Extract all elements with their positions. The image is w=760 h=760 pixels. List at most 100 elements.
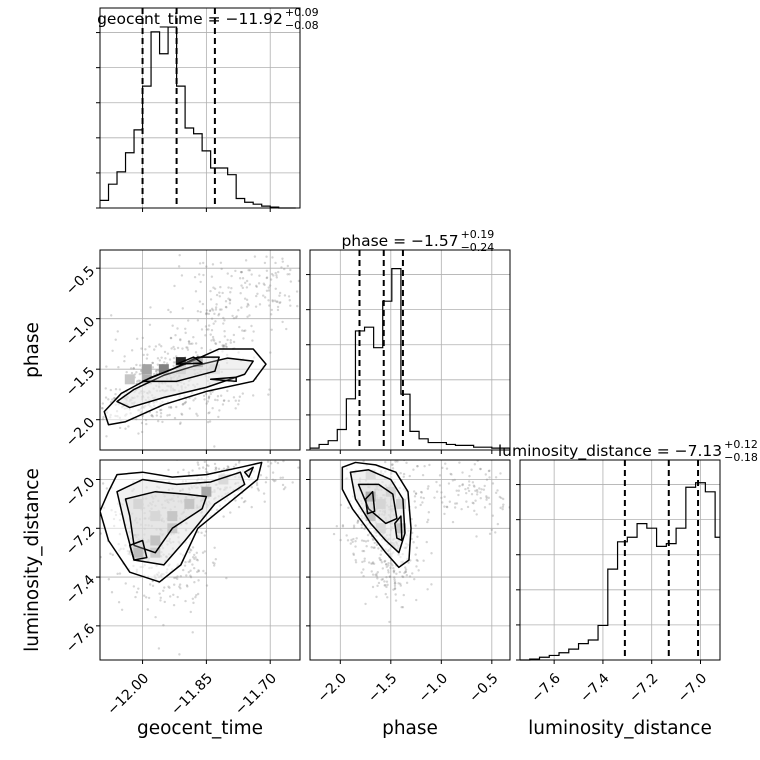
sample-point (196, 461, 199, 464)
sample-point (250, 273, 253, 276)
sample-point (377, 547, 380, 550)
sample-point (228, 302, 232, 305)
sample-point (201, 302, 205, 306)
sample-point (370, 570, 373, 573)
sample-point (383, 436, 385, 438)
sample-point (385, 580, 389, 583)
sample-point (162, 589, 165, 592)
sample-point (209, 333, 212, 336)
sample-point (485, 495, 488, 498)
sample-point (262, 282, 266, 285)
sample-point (267, 299, 270, 302)
sample-point (238, 325, 241, 329)
sample-point (266, 460, 270, 463)
sample-point (192, 399, 195, 402)
sample-point (487, 469, 491, 473)
sample-point (258, 303, 262, 306)
sample-point (404, 570, 407, 573)
sample-point (185, 574, 188, 577)
sample-point (156, 357, 160, 360)
sample-point (357, 519, 360, 522)
sample-point (195, 412, 198, 416)
sample-point (346, 539, 350, 542)
sample-point (394, 460, 397, 463)
sample-point (405, 574, 409, 577)
x-tick-label: −11.70 (232, 670, 280, 718)
sample-point (200, 346, 203, 350)
sample-point (263, 500, 266, 503)
sample-point (424, 454, 426, 456)
sample-point (163, 350, 167, 354)
sample-point (222, 346, 225, 349)
sample-point (179, 338, 182, 342)
sample-point (194, 290, 198, 293)
sample-point (403, 571, 406, 575)
sample-point (107, 398, 110, 401)
sample-point (175, 405, 178, 409)
sample-point (416, 559, 419, 563)
sample-point (470, 493, 474, 496)
sample-point (270, 328, 273, 331)
sample-point (444, 462, 447, 465)
sample-point (228, 299, 232, 302)
sample-point (393, 587, 397, 590)
sample-point (364, 602, 367, 606)
sample-point (413, 577, 416, 581)
sample-point (219, 394, 223, 397)
sample-point (240, 284, 243, 287)
sample-point (241, 392, 245, 395)
sample-point (385, 585, 388, 589)
sample-point (271, 256, 274, 259)
sample-point (404, 426, 406, 428)
sample-point (240, 270, 244, 274)
sample-point (419, 503, 422, 507)
sample-point (192, 566, 196, 570)
sample-point (93, 503, 95, 505)
scatter-panel-geocent_time-luminosity_distance (93, 459, 301, 664)
sample-point (363, 559, 366, 563)
sample-point (207, 395, 211, 398)
sample-point (101, 402, 105, 405)
sample-point (354, 540, 357, 543)
sample-point (289, 280, 293, 283)
sample-point (255, 481, 259, 485)
sample-point (187, 342, 191, 345)
sample-point (415, 558, 419, 562)
sample-point (192, 335, 195, 339)
sample-point (417, 569, 420, 572)
sample-point (237, 461, 241, 464)
sample-point (239, 291, 242, 295)
sample-point (443, 447, 445, 449)
sample-point (494, 476, 498, 479)
sample-point (132, 367, 135, 370)
sample-point (123, 355, 126, 358)
sample-point (499, 472, 502, 475)
sample-point (364, 540, 368, 543)
sample-point (363, 527, 366, 531)
sample-point (423, 465, 426, 468)
sample-point (362, 568, 365, 571)
sample-point (433, 496, 436, 499)
sample-point (172, 364, 175, 368)
sample-point (271, 299, 274, 302)
sample-point (204, 312, 208, 316)
contour-line (116, 357, 254, 409)
sample-point (189, 549, 193, 552)
sample-point (471, 481, 475, 484)
sample-point (402, 593, 405, 597)
sample-point (373, 546, 376, 549)
sample-point (402, 472, 406, 476)
sample-point (151, 584, 155, 588)
sample-point (207, 464, 210, 468)
sample-point (256, 487, 260, 490)
sample-point (105, 365, 108, 368)
sample-point (300, 263, 302, 265)
sample-point (88, 396, 90, 398)
sample-point (279, 301, 282, 304)
sample-point (240, 271, 243, 274)
sample-point (196, 531, 200, 534)
sample-point (379, 451, 381, 453)
sample-point (455, 502, 459, 505)
sample-point (255, 483, 259, 487)
sample-point (251, 339, 254, 342)
